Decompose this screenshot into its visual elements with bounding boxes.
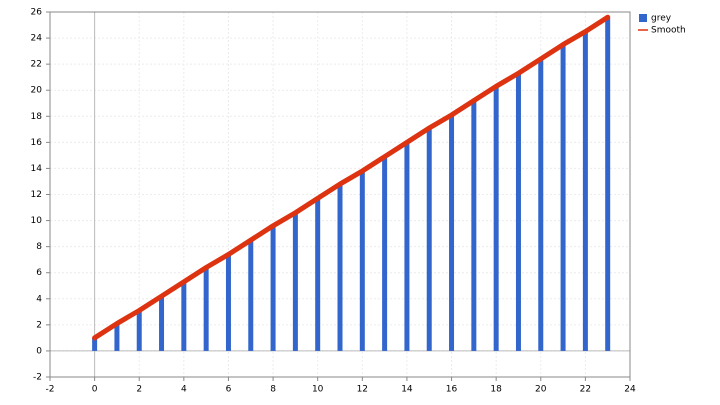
x-tick-label: 0 <box>92 385 98 395</box>
x-tick-label: 18 <box>490 385 502 395</box>
bar <box>493 86 499 351</box>
x-tick-label: 24 <box>624 385 636 395</box>
y-tick-label: 6 <box>36 268 42 278</box>
y-tick-label: 26 <box>31 8 43 18</box>
y-tick-label: 18 <box>31 112 43 122</box>
bar <box>560 44 566 351</box>
plot-frame <box>49 11 631 378</box>
bar <box>426 128 432 351</box>
bar <box>515 73 521 351</box>
bar <box>248 240 254 351</box>
bar <box>471 100 477 351</box>
bar <box>449 114 455 351</box>
x-tick-label: -2 <box>46 385 55 395</box>
y-tick-label: 16 <box>31 138 43 148</box>
x-tick-label: 2 <box>136 385 142 395</box>
x-tick-label: 22 <box>580 385 591 395</box>
x-tick-label: 8 <box>270 385 276 395</box>
bar <box>337 184 343 351</box>
bar <box>159 296 165 351</box>
y-tick-label: 22 <box>31 60 42 70</box>
x-tick-label: 20 <box>535 385 547 395</box>
bar <box>292 212 298 351</box>
y-tick-label: 20 <box>31 86 43 96</box>
bar <box>404 142 410 351</box>
bar <box>315 198 321 351</box>
bar <box>605 17 611 351</box>
bar <box>382 156 388 351</box>
y-tick-label: 10 <box>31 216 43 226</box>
y-tick-label: 0 <box>36 346 42 356</box>
y-tick-label: 2 <box>36 320 42 330</box>
bar <box>203 267 209 351</box>
bar <box>92 337 98 351</box>
bar <box>181 281 187 351</box>
x-tick-label: 12 <box>357 385 368 395</box>
y-tick-label: 14 <box>31 164 43 174</box>
bar <box>359 171 365 351</box>
x-tick-label: 14 <box>401 385 413 395</box>
bar <box>225 254 231 351</box>
legend-swatch <box>639 14 647 22</box>
x-tick-label: 4 <box>181 385 187 395</box>
y-tick-label: 4 <box>36 294 42 304</box>
bar <box>136 310 142 351</box>
bar <box>582 31 588 351</box>
y-tick-label: 24 <box>31 34 43 44</box>
y-tick-label: -2 <box>33 373 42 383</box>
y-tick-label: 8 <box>36 242 42 252</box>
x-tick-label: 10 <box>312 385 324 395</box>
x-tick-label: 6 <box>226 385 232 395</box>
legend-label: grey <box>651 14 672 24</box>
bar <box>538 58 544 351</box>
line <box>92 14 611 341</box>
y-tick-label: 12 <box>31 190 42 200</box>
bar <box>270 225 276 351</box>
x-tick-label: 16 <box>446 385 458 395</box>
bar <box>114 323 120 351</box>
legend-label: Smooth <box>651 26 686 36</box>
